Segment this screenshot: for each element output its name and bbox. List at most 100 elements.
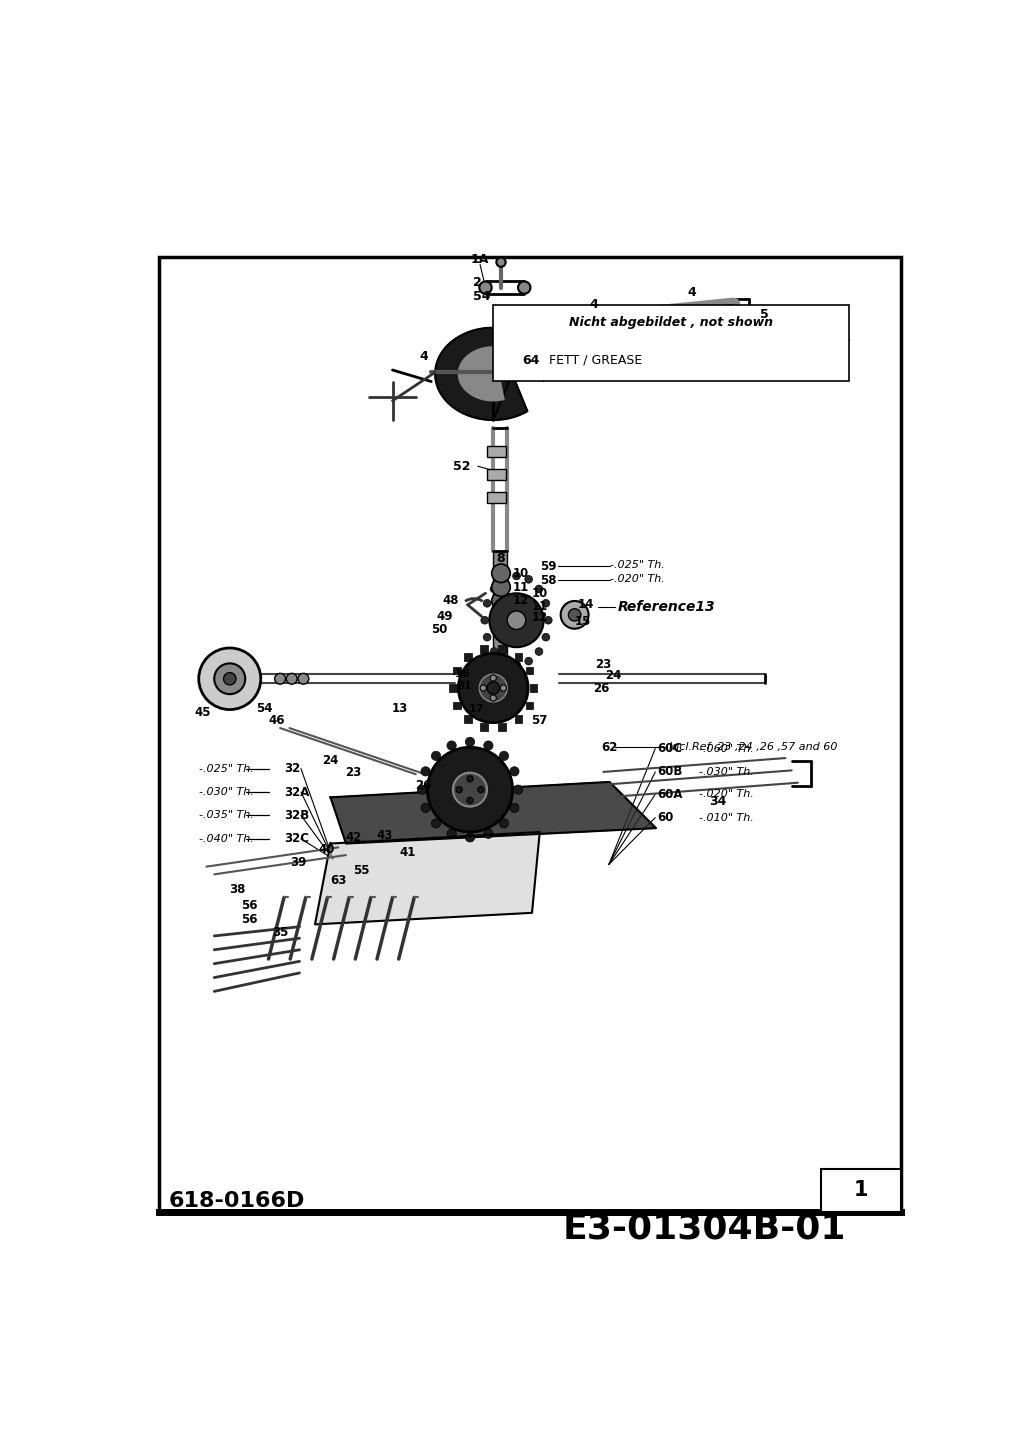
Text: 60: 60 bbox=[657, 812, 673, 825]
Bar bbox=[515, 653, 522, 660]
Circle shape bbox=[483, 634, 491, 641]
Text: 17: 17 bbox=[469, 703, 484, 713]
Text: 24: 24 bbox=[605, 669, 621, 682]
Text: 39: 39 bbox=[290, 857, 307, 870]
Circle shape bbox=[501, 576, 508, 583]
Text: 24: 24 bbox=[322, 754, 338, 767]
Text: 60B: 60B bbox=[657, 765, 682, 778]
Bar bbox=[464, 653, 472, 660]
Text: 81: 81 bbox=[456, 680, 472, 690]
Text: 5: 5 bbox=[761, 308, 769, 321]
Text: 618-0166D: 618-0166D bbox=[168, 1191, 305, 1211]
Bar bbox=[159, 258, 901, 1213]
Circle shape bbox=[484, 741, 493, 750]
Circle shape bbox=[421, 767, 430, 776]
Circle shape bbox=[478, 787, 484, 793]
Text: 11: 11 bbox=[512, 580, 528, 593]
Circle shape bbox=[501, 684, 507, 692]
Text: 26: 26 bbox=[415, 780, 431, 793]
Circle shape bbox=[507, 611, 525, 629]
Circle shape bbox=[490, 585, 497, 593]
Polygon shape bbox=[458, 347, 504, 401]
Circle shape bbox=[501, 657, 508, 666]
Circle shape bbox=[431, 819, 441, 828]
Text: 50: 50 bbox=[430, 624, 447, 637]
Circle shape bbox=[499, 751, 509, 761]
Circle shape bbox=[465, 833, 475, 842]
Bar bbox=[820, 1169, 901, 1213]
Text: 2: 2 bbox=[473, 276, 481, 289]
Text: 58: 58 bbox=[541, 573, 557, 586]
Circle shape bbox=[510, 767, 519, 776]
Bar bbox=[449, 684, 457, 692]
Text: 32B: 32B bbox=[285, 809, 310, 822]
Polygon shape bbox=[436, 327, 527, 420]
Circle shape bbox=[224, 673, 236, 684]
Text: -.060" Th.: -.060" Th. bbox=[700, 744, 754, 754]
Bar bbox=[487, 492, 506, 504]
Text: 13: 13 bbox=[392, 702, 409, 715]
Circle shape bbox=[447, 741, 456, 750]
Text: 23: 23 bbox=[346, 767, 362, 778]
Text: -.030" Th.: -.030" Th. bbox=[199, 787, 254, 797]
Text: -.025" Th.: -.025" Th. bbox=[610, 560, 665, 570]
Text: 23: 23 bbox=[595, 658, 611, 671]
Circle shape bbox=[490, 648, 497, 655]
Circle shape bbox=[427, 747, 513, 832]
Circle shape bbox=[489, 593, 544, 647]
Circle shape bbox=[496, 258, 506, 266]
Text: 1: 1 bbox=[853, 1181, 868, 1201]
Circle shape bbox=[490, 695, 496, 702]
Text: Nicht abgebildet , not shown: Nicht abgebildet , not shown bbox=[569, 315, 773, 328]
Text: 16: 16 bbox=[454, 669, 470, 679]
Text: -.020" Th.: -.020" Th. bbox=[610, 573, 665, 583]
Circle shape bbox=[286, 673, 297, 684]
Bar bbox=[525, 702, 534, 709]
Text: 57: 57 bbox=[531, 713, 548, 726]
Text: 43: 43 bbox=[377, 829, 393, 842]
Text: 49: 49 bbox=[437, 609, 453, 622]
Text: -.020" Th.: -.020" Th. bbox=[700, 789, 754, 799]
Text: 59: 59 bbox=[541, 560, 557, 573]
Text: 32: 32 bbox=[285, 763, 301, 776]
Circle shape bbox=[431, 751, 441, 761]
Text: 15: 15 bbox=[574, 615, 590, 628]
Circle shape bbox=[458, 654, 528, 722]
Text: 54: 54 bbox=[473, 291, 490, 304]
Bar bbox=[529, 684, 538, 692]
Circle shape bbox=[513, 786, 522, 794]
Circle shape bbox=[481, 616, 488, 624]
Text: 34: 34 bbox=[709, 794, 727, 807]
Circle shape bbox=[447, 829, 456, 838]
Circle shape bbox=[465, 738, 475, 747]
Circle shape bbox=[479, 674, 507, 702]
Bar bbox=[453, 702, 461, 709]
Circle shape bbox=[417, 786, 426, 794]
Text: 10: 10 bbox=[531, 587, 548, 601]
Circle shape bbox=[569, 609, 581, 621]
Bar bbox=[453, 667, 461, 674]
Bar bbox=[498, 645, 506, 653]
Circle shape bbox=[536, 585, 543, 593]
Text: 12: 12 bbox=[512, 595, 528, 608]
Bar bbox=[525, 667, 534, 674]
Text: 62: 62 bbox=[601, 741, 617, 754]
Text: 46: 46 bbox=[268, 713, 285, 726]
Text: 4: 4 bbox=[419, 350, 428, 363]
Text: 14: 14 bbox=[578, 599, 594, 611]
Text: 11: 11 bbox=[531, 601, 548, 614]
Circle shape bbox=[542, 634, 550, 641]
Polygon shape bbox=[315, 832, 540, 925]
Circle shape bbox=[525, 576, 533, 583]
Circle shape bbox=[275, 673, 286, 684]
Text: 45: 45 bbox=[194, 706, 211, 719]
Text: 55: 55 bbox=[353, 864, 369, 877]
Text: 1A: 1A bbox=[471, 253, 489, 266]
Text: 56: 56 bbox=[240, 899, 257, 912]
Text: 38: 38 bbox=[229, 883, 246, 896]
Circle shape bbox=[487, 682, 499, 695]
Text: 54: 54 bbox=[256, 702, 272, 715]
Bar bbox=[493, 305, 848, 381]
Circle shape bbox=[510, 803, 519, 813]
Circle shape bbox=[491, 592, 510, 611]
